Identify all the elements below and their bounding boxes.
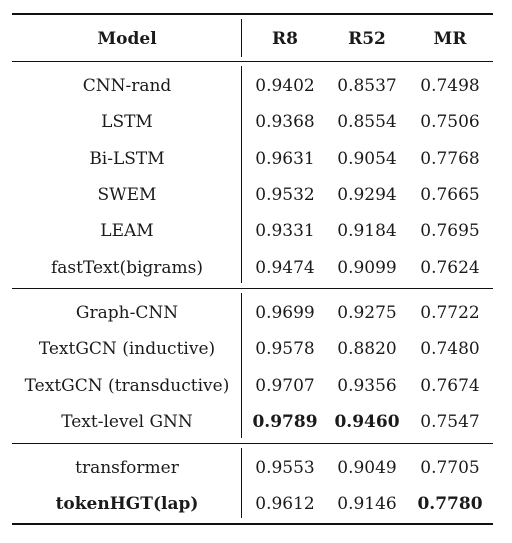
score-cell-mr: 0.7674 xyxy=(420,376,480,396)
model-name-cell: TextGCN (inductive) xyxy=(38,339,216,359)
score-cell-r8: 0.9532 xyxy=(255,185,315,205)
score-cell-r8: 0.9699 xyxy=(255,303,315,323)
score-cell-r52: 0.9049 xyxy=(337,458,397,478)
header-r52: R52 xyxy=(348,29,386,49)
group-2-rule xyxy=(12,443,493,444)
model-name-cell: tokenHGT(lap) xyxy=(55,494,199,514)
score-cell-r8: 0.9631 xyxy=(255,149,315,169)
score-cell-r8: 0.9612 xyxy=(255,494,315,514)
column-divider xyxy=(241,66,242,283)
score-cell-r8: 0.9331 xyxy=(255,221,315,241)
score-cell-r52: 0.9294 xyxy=(337,185,397,205)
score-cell-mr: 0.7547 xyxy=(420,412,480,432)
model-name-cell: transformer xyxy=(75,458,179,478)
score-cell-r52: 0.9356 xyxy=(337,376,397,396)
score-cell-r52: 0.9054 xyxy=(337,149,397,169)
score-cell-mr: 0.7780 xyxy=(417,494,483,514)
score-cell-r52: 0.8820 xyxy=(337,339,397,359)
model-name-cell: Text-level GNN xyxy=(61,412,193,432)
model-name-cell: TextGCN (transductive) xyxy=(24,376,230,396)
score-cell-r8: 0.9707 xyxy=(255,376,315,396)
model-name-cell: Graph-CNN xyxy=(75,303,179,323)
top-rule xyxy=(12,13,493,15)
score-cell-mr: 0.7722 xyxy=(420,303,480,323)
score-cell-r52: 0.8554 xyxy=(337,112,397,132)
score-cell-r8: 0.9402 xyxy=(255,76,315,96)
score-cell-mr: 0.7506 xyxy=(420,112,480,132)
model-name-cell: Bi-LSTM xyxy=(89,149,165,169)
bottom-rule xyxy=(12,523,493,525)
model-name-cell: LEAM xyxy=(100,221,154,241)
score-cell-mr: 0.7665 xyxy=(420,185,480,205)
score-cell-mr: 0.7480 xyxy=(420,339,480,359)
score-cell-r52: 0.8537 xyxy=(337,76,397,96)
score-cell-r8: 0.9553 xyxy=(255,458,315,478)
column-divider xyxy=(241,19,242,57)
column-divider xyxy=(241,293,242,438)
column-divider xyxy=(241,448,242,518)
score-cell-r52: 0.9146 xyxy=(337,494,397,514)
score-cell-r52: 0.9184 xyxy=(337,221,397,241)
model-name-cell: SWEM xyxy=(97,185,157,205)
score-cell-r8: 0.9368 xyxy=(255,112,315,132)
header-model: Model xyxy=(97,29,157,49)
score-cell-r52: 0.9275 xyxy=(337,303,397,323)
model-name-cell: fastText(bigrams) xyxy=(50,258,204,278)
score-cell-r8: 0.9578 xyxy=(255,339,315,359)
score-cell-r52: 0.9099 xyxy=(337,258,397,278)
score-cell-r8: 0.9474 xyxy=(255,258,315,278)
model-name-cell: LSTM xyxy=(101,112,153,132)
score-cell-mr: 0.7498 xyxy=(420,76,480,96)
header-r8: R8 xyxy=(272,29,298,49)
header-rule xyxy=(12,61,493,62)
score-cell-mr: 0.7624 xyxy=(420,258,480,278)
score-cell-mr: 0.7695 xyxy=(420,221,480,241)
header-mr: MR xyxy=(433,29,467,49)
group-1-rule xyxy=(12,288,493,289)
score-cell-r8: 0.9789 xyxy=(252,412,318,432)
score-cell-mr: 0.7705 xyxy=(420,458,480,478)
score-cell-mr: 0.7768 xyxy=(420,149,480,169)
model-name-cell: CNN-rand xyxy=(82,76,172,96)
score-cell-r52: 0.9460 xyxy=(334,412,400,432)
